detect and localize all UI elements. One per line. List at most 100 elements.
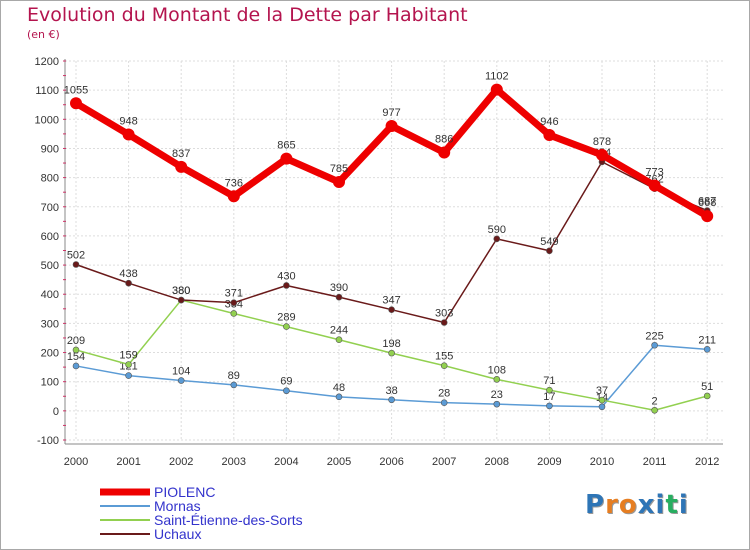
logo-letter: i: [655, 490, 666, 520]
data-point: [701, 210, 714, 223]
y-tick-label: -100: [37, 435, 59, 447]
y-tick-label: 700: [41, 202, 59, 214]
data-point: [70, 97, 82, 110]
y-tick-label: 0: [53, 406, 59, 418]
data-point: [493, 400, 501, 408]
data-label: 549: [540, 236, 558, 248]
y-tick-label: 100: [41, 377, 59, 389]
logo-letter: o: [618, 490, 638, 520]
data-point: [230, 310, 238, 317]
series-layer: 1541211048969483828231714225211209159380…: [64, 71, 716, 414]
x-tick-label: 2012: [695, 456, 719, 468]
data-label: 37: [596, 385, 608, 397]
data-point: [122, 128, 135, 141]
legend-label: Uchaux: [154, 526, 201, 542]
data-label: 17: [543, 391, 555, 403]
data-point: [283, 323, 290, 330]
data-point: [385, 120, 398, 133]
axes: -100 0 100 200 300 400 500 600 700 800 900 1000 1100…: [35, 56, 723, 468]
data-label: 211: [698, 334, 716, 346]
data-label: 38: [385, 385, 397, 397]
data-label: 154: [67, 351, 85, 363]
data-point: [546, 247, 553, 255]
data-point: [493, 235, 501, 243]
data-label: 198: [382, 338, 400, 350]
data-point: [438, 146, 451, 159]
y-tick-label: 300: [41, 318, 59, 330]
data-label: 48: [333, 382, 345, 394]
data-label: 108: [488, 364, 506, 376]
data-label: 837: [172, 148, 190, 160]
data-point: [125, 279, 132, 287]
data-point: [546, 386, 553, 394]
x-tick-label: 2004: [274, 456, 298, 468]
legend-label: Mornas: [154, 498, 201, 514]
data-label: 946: [540, 116, 558, 128]
x-tick-label: 2000: [64, 456, 88, 468]
data-label: 502: [67, 249, 85, 261]
data-point: [546, 402, 553, 410]
x-tick-label: 2011: [643, 456, 667, 468]
y-tick-label: 900: [41, 143, 59, 155]
data-label: 69: [280, 376, 292, 388]
x-tick-label: 2002: [169, 456, 193, 468]
data-point: [230, 381, 238, 389]
data-point: [598, 396, 606, 404]
data-point: [703, 346, 711, 353]
data-label: 2: [652, 395, 658, 407]
data-label: 878: [593, 136, 611, 148]
data-label: 736: [225, 177, 243, 189]
x-tick-label: 2008: [485, 456, 509, 468]
data-point: [125, 361, 132, 368]
data-point: [440, 362, 448, 369]
y-tick-label: 1100: [35, 85, 59, 97]
data-label: 785: [330, 163, 348, 175]
data-point: [388, 306, 395, 313]
data-label: 977: [382, 107, 400, 119]
data-point: [335, 393, 343, 401]
data-label: 347: [382, 295, 400, 307]
data-label: 380: [172, 285, 190, 297]
legend-label: PIOLENC: [154, 484, 215, 500]
data-label: 865: [277, 140, 295, 152]
logo-letter: P: [585, 490, 606, 520]
data-point: [493, 376, 501, 383]
y-tick-label: 600: [41, 231, 59, 243]
data-label: 244: [330, 325, 348, 337]
data-label: 23: [491, 389, 503, 401]
data-label: 209: [67, 335, 85, 347]
data-point: [230, 299, 238, 306]
data-point: [651, 406, 658, 414]
data-point: [280, 152, 293, 165]
data-label: 89: [228, 370, 240, 382]
data-label: 371: [225, 288, 243, 300]
data-point: [283, 282, 290, 289]
data-point: [440, 319, 448, 326]
data-label: 687: [698, 196, 716, 208]
data-label: 948: [119, 115, 137, 127]
data-point: [333, 175, 345, 188]
logo-letter: r: [605, 490, 619, 520]
data-label: 155: [435, 351, 453, 363]
data-label: 159: [119, 349, 137, 361]
data-point: [72, 346, 80, 354]
logo-letter: x: [637, 490, 656, 520]
data-label: 225: [645, 330, 663, 342]
data-label: 28: [438, 388, 450, 400]
y-tick-label: 500: [41, 260, 59, 272]
data-point: [598, 403, 606, 411]
legend-label: Saint-Étienne-des-Sorts: [154, 512, 303, 528]
data-point: [703, 392, 711, 400]
x-tick-label: 2009: [537, 456, 561, 468]
y-tick-label: 1000: [35, 114, 59, 126]
data-label: 390: [330, 282, 348, 294]
data-point: [125, 372, 132, 379]
data-label: 104: [172, 366, 190, 378]
data-label: 668: [698, 197, 716, 209]
data-point: [72, 261, 80, 268]
x-tick-label: 2003: [222, 456, 246, 468]
data-point: [177, 377, 185, 384]
x-tick-label: 2005: [327, 456, 351, 468]
data-label: 1102: [485, 71, 509, 83]
